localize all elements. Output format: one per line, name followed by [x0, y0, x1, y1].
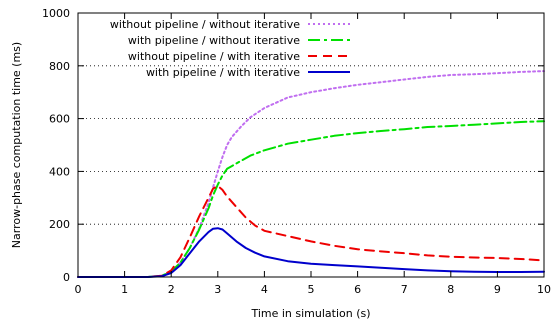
x-tick-label: 8: [447, 283, 454, 296]
series-lines: [77, 70, 545, 278]
grid-lines: [78, 65, 544, 225]
legend: without pipeline / without iterative with…: [110, 18, 350, 79]
axis-ticks: [77, 12, 545, 278]
x-tick-label: 0: [75, 283, 82, 296]
series-line-1: [77, 70, 545, 278]
y-tick-label: 200: [49, 218, 70, 231]
x-tick-label: 1: [121, 283, 128, 296]
x-tick-labels: 0 1 2 3 4 5 6 7 8 9 10: [75, 283, 552, 296]
x-tick-label: 9: [494, 283, 501, 296]
x-tick-label: 3: [214, 283, 221, 296]
y-tick-label: 400: [49, 165, 70, 178]
legend-label: with pipeline / with iterative: [146, 66, 300, 79]
y-axis-title: Narrow-phase computation time (ms): [10, 42, 23, 248]
series-line-2: [77, 120, 545, 278]
y-tick-labels: 0 200 400 600 800 1000: [42, 7, 70, 284]
legend-label: without pipeline / with iterative: [128, 50, 300, 63]
x-tick-label: 10: [537, 283, 551, 296]
legend-label: without pipeline / without iterative: [110, 18, 300, 31]
x-tick-label: 7: [401, 283, 408, 296]
y-tick-label: 0: [63, 271, 70, 284]
series-line-4: [77, 227, 545, 278]
x-tick-label: 4: [261, 283, 268, 296]
series-line-3: [77, 184, 545, 278]
x-tick-label: 2: [168, 283, 175, 296]
y-tick-label: 1000: [42, 7, 70, 20]
x-tick-label: 5: [308, 283, 315, 296]
legend-label: with pipeline / without iterative: [128, 34, 300, 47]
y-tick-label: 800: [49, 60, 70, 73]
x-axis-title: Time in simulation (s): [250, 307, 370, 320]
x-tick-label: 6: [354, 283, 361, 296]
y-tick-label: 600: [49, 113, 70, 126]
